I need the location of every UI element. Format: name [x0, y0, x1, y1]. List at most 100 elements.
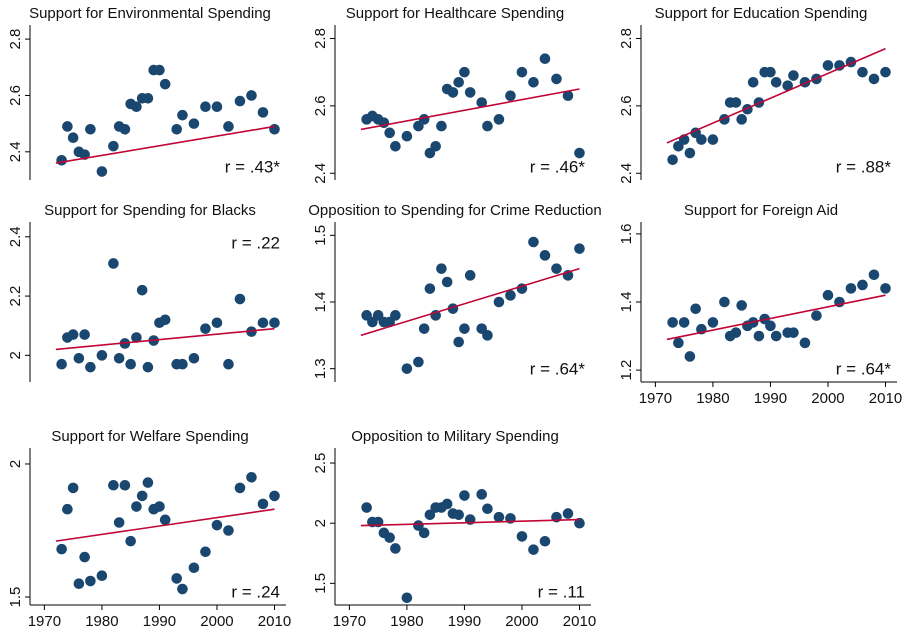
point: [177, 583, 188, 595]
point: [822, 60, 834, 71]
point: [177, 109, 188, 121]
point: [418, 323, 430, 334]
point: [811, 310, 822, 321]
point: [505, 90, 516, 102]
point: [401, 130, 413, 142]
point: [56, 543, 67, 555]
panel-title: Support for Welfare Spending: [51, 428, 248, 445]
point: [257, 107, 269, 118]
fit-line: [55, 508, 275, 542]
y-tick-label: 2.5: [312, 453, 329, 474]
point: [361, 502, 372, 513]
point: [96, 350, 108, 361]
point: [159, 314, 171, 326]
point: [113, 517, 125, 528]
point: [747, 76, 759, 88]
fit-line: [666, 47, 886, 144]
y-tick-label: 1.5: [7, 587, 24, 608]
x-tick-label: 1980: [696, 390, 729, 407]
point: [880, 66, 891, 78]
point: [868, 73, 880, 85]
y-tick-label: 2.4: [618, 163, 635, 184]
point: [223, 525, 234, 536]
point: [142, 92, 154, 104]
point: [246, 90, 257, 101]
fit-line: [666, 294, 886, 341]
point: [730, 327, 742, 338]
panel-title: Support for Healthcare Spending: [346, 5, 564, 22]
point: [424, 283, 436, 294]
point: [234, 482, 246, 494]
point: [142, 361, 154, 373]
point: [136, 284, 148, 296]
point: [73, 578, 85, 590]
point: [390, 141, 401, 152]
y-tick-label: 1.5: [312, 225, 329, 246]
x-tick-label: 1990: [448, 613, 481, 630]
point: [131, 101, 142, 113]
point: [782, 80, 793, 91]
point: [211, 317, 223, 329]
point: [269, 317, 280, 329]
point: [188, 562, 200, 574]
point: [574, 243, 585, 254]
point: [505, 290, 516, 301]
x-tick-label: 2010: [869, 390, 902, 407]
y-tick-label: 2.8: [618, 28, 635, 49]
y-tick-label: 1.6: [618, 223, 635, 244]
point: [459, 66, 470, 78]
point: [482, 503, 493, 515]
point: [719, 296, 730, 308]
point: [234, 95, 246, 107]
point: [493, 114, 505, 125]
y-tick-label: 2.6: [7, 85, 24, 106]
point: [125, 535, 136, 547]
point: [79, 329, 90, 340]
point: [85, 361, 96, 373]
point: [211, 101, 223, 113]
point: [401, 592, 413, 604]
point: [125, 358, 136, 370]
point: [528, 544, 539, 555]
point: [418, 527, 430, 539]
point: [799, 337, 811, 349]
point: [845, 283, 857, 294]
point: [562, 508, 574, 519]
point: [770, 330, 782, 342]
fit-line: [55, 125, 275, 164]
annotation: r = .64*: [836, 359, 892, 378]
x-tick-label: 1990: [143, 613, 176, 630]
point: [822, 289, 834, 301]
point: [269, 490, 280, 502]
panel-title: Support for Education Spending: [655, 5, 868, 22]
y-tick-label: 2.4: [7, 141, 24, 162]
annotation: r = .64*: [530, 359, 586, 378]
annotation: r = .22: [231, 233, 280, 252]
x-tick-label: 1990: [754, 390, 787, 407]
point: [539, 250, 551, 261]
point: [188, 118, 200, 129]
point: [62, 121, 73, 132]
point: [424, 509, 436, 521]
point: [765, 66, 776, 78]
point: [136, 490, 148, 502]
annotation: r = .88*: [836, 157, 892, 176]
point: [67, 482, 79, 494]
point: [453, 76, 464, 88]
point: [246, 471, 257, 483]
x-tick-label: 2000: [200, 613, 233, 630]
point: [690, 303, 701, 315]
point: [753, 330, 765, 342]
y-tick-label: 2: [7, 460, 24, 468]
point: [736, 114, 747, 125]
x-tick-label: 1980: [85, 613, 118, 630]
point: [539, 535, 551, 547]
point: [482, 330, 493, 341]
x-tick-label: 1970: [333, 613, 366, 630]
point: [257, 317, 269, 329]
point: [730, 97, 742, 108]
point: [464, 87, 476, 98]
y-tick-label: 1.3: [312, 358, 329, 379]
x-tick-label: 1970: [639, 390, 672, 407]
